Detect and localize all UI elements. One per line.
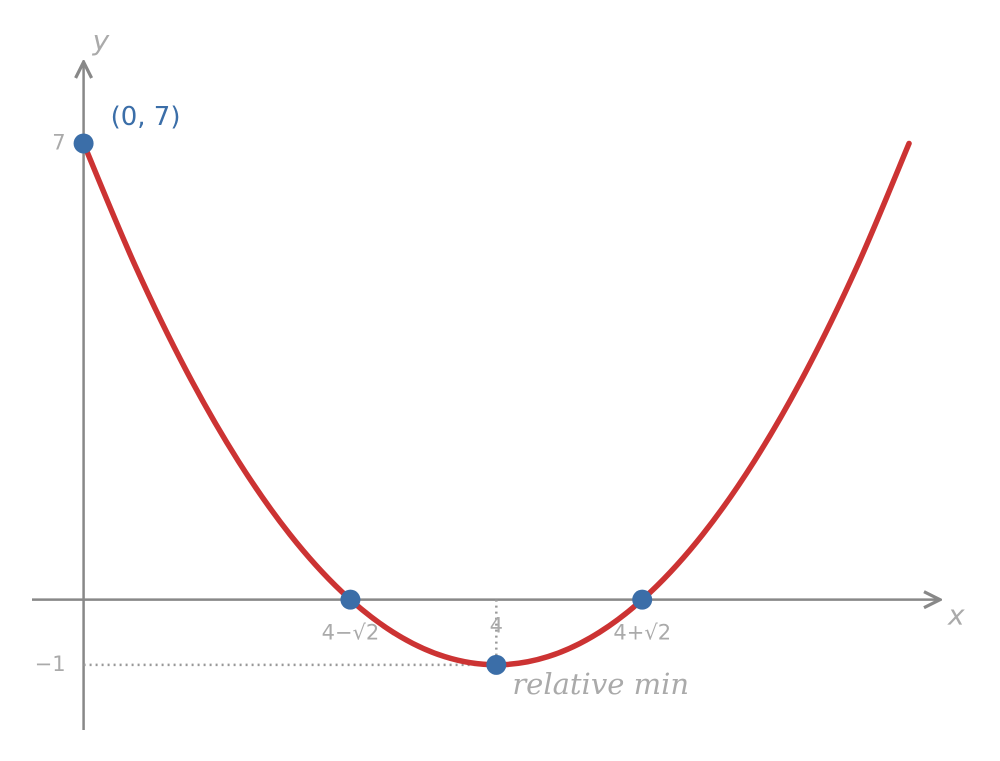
annotation: relative min: [512, 667, 689, 701]
x-tick-label: 4+√2: [613, 621, 671, 645]
point: [632, 589, 653, 610]
x-tick-label: 4: [490, 614, 503, 638]
point: [73, 133, 94, 154]
point: [340, 589, 361, 610]
curve: [80, 140, 912, 668]
point: [486, 654, 507, 675]
y-axis-label: y: [92, 24, 110, 57]
x-axis-label: x: [947, 599, 965, 632]
y-tick-label: −1: [35, 652, 66, 676]
annotation: (0, 7): [111, 102, 181, 132]
x-tick-label: 4−√2: [322, 621, 380, 645]
y-tick-label: 7: [52, 130, 65, 154]
